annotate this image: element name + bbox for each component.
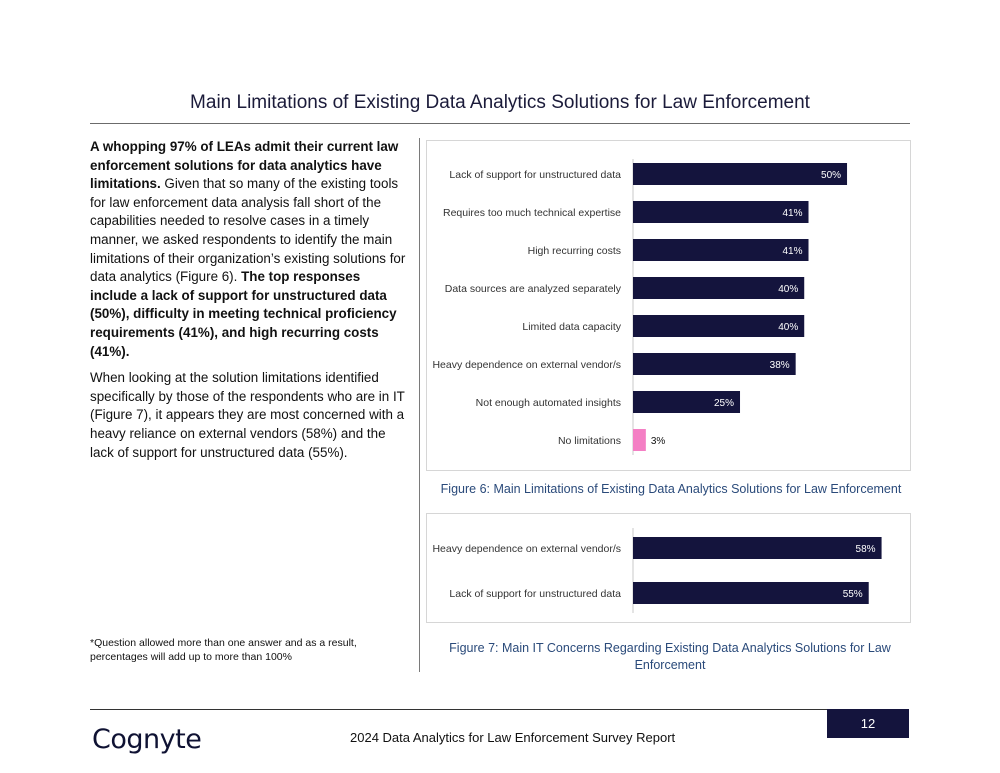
bar [633, 163, 848, 185]
body-text: A whopping 97% of LEAs admit their curre… [90, 138, 410, 470]
data-label: 38% [770, 360, 790, 371]
category-label: Not enough automated insights [476, 397, 621, 409]
category-label: Lack of support for unstructured data [449, 588, 621, 600]
figure-7-chart: Heavy dependence on external vendor/s 58%… [426, 513, 911, 623]
page-title: Main Limitations of Existing Data Analyt… [190, 92, 810, 113]
category-label: Lack of support for unstructured data [449, 169, 621, 181]
data-label: 41% [782, 246, 802, 257]
p1-bold-findings: The top responses include a lack of supp… [90, 269, 397, 359]
bar [633, 277, 805, 299]
title-divider [90, 123, 910, 124]
figure-6-chart: Lack of support for unstructured data 50%… [426, 140, 911, 471]
bar [633, 315, 805, 337]
data-label: 40% [778, 322, 798, 333]
data-label: 58% [856, 544, 876, 555]
data-label: 50% [821, 170, 841, 181]
column-divider [419, 138, 420, 672]
bar [633, 239, 809, 261]
category-label: Requires too much technical expertise [443, 207, 621, 219]
bar [633, 353, 796, 375]
figure-6-caption: Figure 6: Main Limitations of Existing D… [440, 482, 902, 496]
data-label: 25% [714, 398, 734, 409]
p1-text: Given that so many of the existing tools… [90, 176, 406, 285]
report-name: 2024 Data Analytics for Law Enforcement … [350, 730, 676, 745]
p1-bold-lead: A whopping 97% of LEAs admit their curre… [90, 139, 399, 192]
figure-7-caption: Figure 7: Main IT Concerns Regarding Exi… [449, 641, 891, 672]
footer-divider [90, 709, 828, 710]
page-number: 12 [827, 709, 909, 738]
data-label: 40% [778, 284, 798, 295]
figure-6-svg: Lack of support for unstructured data 50%… [432, 159, 848, 455]
paragraph-2: When looking at the solution limitations… [90, 370, 405, 460]
category-label: Heavy dependence on external vendor/s [432, 359, 621, 371]
data-label: 3% [651, 436, 666, 447]
footnote: *Question allowed more than one answer a… [90, 637, 357, 663]
bar [633, 537, 882, 559]
category-label: Heavy dependence on external vendor/s [432, 543, 621, 555]
category-label: High recurring costs [528, 245, 621, 257]
bar [633, 582, 869, 604]
category-label: Limited data capacity [522, 321, 621, 333]
category-label: Data sources are analyzed separately [445, 283, 622, 295]
bar [633, 201, 809, 223]
bar [633, 391, 741, 413]
data-label: 41% [782, 208, 802, 219]
data-label: 55% [843, 589, 863, 600]
bar [633, 429, 646, 451]
cognyte-logo: Cognyte [92, 724, 202, 755]
paragraph-1: A whopping 97% of LEAs admit their curre… [90, 138, 410, 361]
category-label: No limitations [558, 435, 621, 447]
figure-7-svg: Heavy dependence on external vendor/s 58%… [432, 528, 882, 613]
